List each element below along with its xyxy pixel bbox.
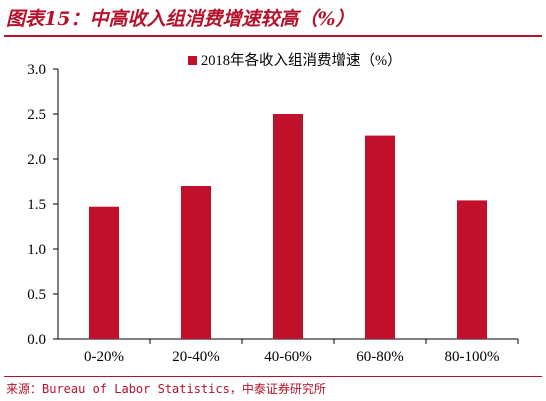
source-divider [4, 376, 542, 377]
y-tick-label: 2.5 [27, 107, 46, 123]
x-tick-label: 80-100% [445, 349, 500, 365]
x-tick-label: 40-60% [264, 349, 312, 365]
y-tick-label: 1.0 [27, 242, 46, 258]
y-tick-label: 0.0 [27, 332, 46, 348]
chart-legend: 2018年各收入组消费增速（%） [188, 52, 402, 69]
y-tick-label: 2.0 [27, 152, 46, 168]
bar-20-40% [181, 186, 211, 339]
y-tick-label: 0.5 [27, 287, 46, 303]
y-tick-label: 3.0 [27, 62, 46, 78]
legend-label: 2018年各收入组消费增速（%） [201, 52, 402, 69]
x-tick-labels: 0-20% 20-40% 40-60% 60-80% 80-100% [84, 349, 500, 365]
chart-axes [53, 68, 519, 344]
bar-series [89, 114, 487, 339]
title-divider [4, 35, 542, 37]
bar-80-100% [457, 200, 487, 339]
bar-0-20% [89, 206, 119, 339]
figure-title: 图表15：中高收入组消费增速较高（%） [6, 8, 355, 30]
source-note: 来源：Bureau of Labor Statistics，中泰证券研究所 [6, 382, 326, 396]
x-tick-label: 0-20% [84, 349, 124, 365]
y-tick-label: 1.5 [27, 197, 46, 213]
bar-60-80% [365, 135, 395, 339]
bar-40-60% [273, 114, 303, 339]
bar-chart: 0.0 0.5 1.0 1.5 2.0 2.5 3.0 0-20% 20-40% 40-60% 6… [27, 52, 519, 365]
x-tick-label: 60-80% [356, 349, 404, 365]
y-tick-labels: 0.0 0.5 1.0 1.5 2.0 2.5 3.0 [27, 62, 46, 348]
legend-swatch [188, 56, 197, 65]
x-tick-label: 20-40% [172, 349, 220, 365]
